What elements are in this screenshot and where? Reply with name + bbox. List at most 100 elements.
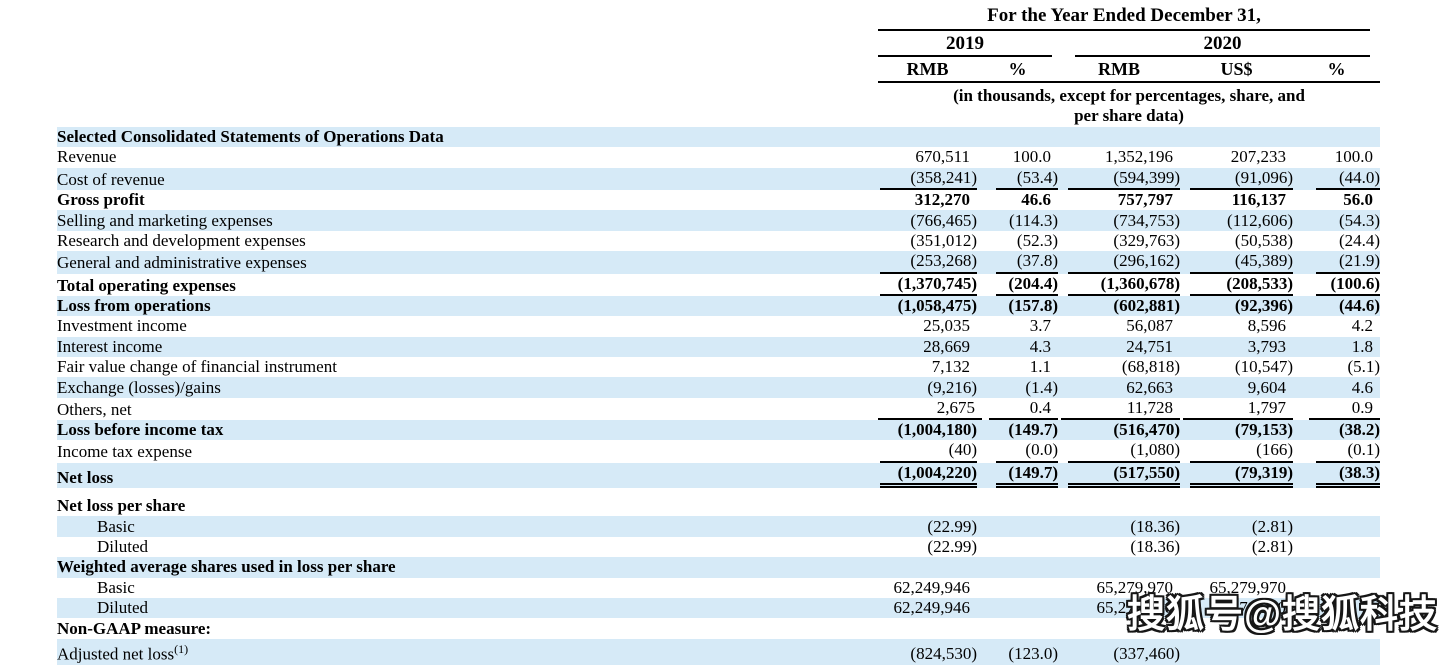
table-row: Basic 62,249,946 65,279,970 65,279,970 xyxy=(57,578,1380,598)
cell-value: 7,132 xyxy=(931,357,970,377)
cell-value: (112,606) xyxy=(1227,210,1293,230)
row-label: Income tax expense xyxy=(57,440,878,462)
cell-2020-rmb: (1,360,678) xyxy=(1058,274,1180,296)
cell-2020-usd: 1,797 xyxy=(1180,398,1293,421)
row-label: Net loss per share xyxy=(57,496,878,516)
cell-2019-rmb xyxy=(878,557,977,577)
cell-2019-pct xyxy=(977,496,1058,516)
cell-value: (40) xyxy=(880,440,977,463)
row-label-text: Research and development expenses xyxy=(57,230,306,250)
cell-2019-pct: 3.7 xyxy=(977,316,1058,336)
spacer-row xyxy=(57,488,1380,496)
cell-2020-pct: (38.3) xyxy=(1293,463,1381,489)
cell-value: (45,389) xyxy=(1190,251,1293,274)
row-label: Adjusted net loss(1) xyxy=(57,639,878,665)
cell-value: 4.2 xyxy=(1351,316,1374,336)
col-header-2020-usd: US$ xyxy=(1180,57,1293,83)
cell-value: (1.4) xyxy=(1025,377,1058,397)
col-header-2019-rmb: RMB xyxy=(878,57,977,83)
cell-2019-rmb: (22.99) xyxy=(878,537,977,557)
table-row: Research and development expenses (351,01… xyxy=(57,231,1380,251)
cell-value: 65,279,970 xyxy=(1096,598,1174,618)
row-label: Investment income xyxy=(57,316,878,336)
cell-value: (22.99) xyxy=(927,536,977,556)
cell-2020-usd xyxy=(1180,127,1293,147)
cell-2020-rmb: (1,080) xyxy=(1058,440,1180,463)
cell-2020-rmb: 757,797 xyxy=(1058,190,1180,210)
cell-value: (337,460) xyxy=(1113,644,1180,664)
cell-value: 1.8 xyxy=(1351,336,1374,356)
cell-value: (358,241) xyxy=(880,168,977,191)
row-label: Diluted xyxy=(57,537,878,557)
cell-value: (44.6) xyxy=(1338,295,1381,315)
cell-value: (92,396) xyxy=(1234,295,1293,315)
table-row: Adjusted net loss(1) (824,530) (123.0) (337… xyxy=(57,638,1381,665)
cell-2019-pct: (53.4) xyxy=(977,168,1058,191)
row-label: Selected Consolidated Statements of Oper… xyxy=(57,127,878,147)
col-header-2019-pct: % xyxy=(977,57,1058,83)
table-row: Basic (22.99) (18.36) (2.81) xyxy=(57,516,1381,537)
cell-2020-rmb: 56,087 xyxy=(1058,316,1180,336)
cell-2019-rmb: (22.99) xyxy=(878,516,977,536)
cell-2019-rmb: (1,370,745) xyxy=(878,274,977,296)
row-label-text: Selected Consolidated Statements of Oper… xyxy=(57,127,444,147)
table-row: Net loss per share xyxy=(57,496,1380,516)
cell-2019-rmb: 62,249,946 xyxy=(878,598,977,618)
cell-2020-pct: (100.6) xyxy=(1293,274,1381,296)
cell-2020-usd: (112,606) xyxy=(1180,210,1293,230)
cell-value: (1,004,220) xyxy=(880,463,977,489)
cell-value: 24,751 xyxy=(1126,336,1173,356)
cell-2019-pct xyxy=(977,516,1058,536)
table-row: Loss from operations (1,058,475) (157.8) (6… xyxy=(57,295,1381,317)
cell-value: (253,268) xyxy=(880,251,977,274)
table-row: Selected Consolidated Statements of Oper… xyxy=(57,127,1381,148)
cell-value: (22.99) xyxy=(927,516,977,536)
cell-2019-rmb: 670,511 xyxy=(878,147,977,167)
row-label: Loss before income tax xyxy=(57,420,878,440)
header-spacer xyxy=(57,57,878,82)
units-note-line1: (in thousands, except for percentages, s… xyxy=(953,86,1305,105)
cell-2020-pct xyxy=(1293,537,1380,557)
cell-2019-rmb: 25,035 xyxy=(878,316,977,336)
cell-2019-rmb xyxy=(878,496,977,516)
cell-value: 2,675 xyxy=(878,398,982,421)
cell-2020-pct: (24.4) xyxy=(1293,231,1380,251)
table-row: Revenue 670,511 100.0 1,352,196 207,233 100.0 xyxy=(57,147,1380,167)
row-label-text: Basic xyxy=(97,516,135,536)
row-label-text: General and administrative expenses xyxy=(57,253,307,273)
cell-value: 65,279,970 xyxy=(1209,598,1287,618)
year-2020-label: 2020 xyxy=(1075,31,1371,57)
cell-value: 670,511 xyxy=(915,147,970,167)
cell-value: 0.9 xyxy=(1309,398,1381,421)
cell-2019-rmb: (1,058,475) xyxy=(878,296,977,316)
cell-value: 46.6 xyxy=(1021,190,1051,210)
table-row: Cost of revenue (358,241) (53.4) (594,399) (… xyxy=(57,167,1381,191)
header-year-row: 2019 2020 xyxy=(57,31,1380,57)
cell-value: (149.7) xyxy=(1008,420,1058,440)
cell-2020-usd: (10,547) xyxy=(1180,357,1293,377)
cell-2020-usd: (166) xyxy=(1180,440,1293,463)
cell-value: 11,728 xyxy=(1061,398,1180,421)
cell-2020-usd: (2.81) xyxy=(1180,537,1293,557)
cell-2020-rmb: (516,470) xyxy=(1058,420,1180,440)
row-label: Diluted xyxy=(57,598,878,618)
cell-2020-rmb: (296,162) xyxy=(1058,251,1180,274)
cell-value: (10,547) xyxy=(1234,357,1293,377)
cell-2020-usd xyxy=(1180,639,1293,665)
cell-value: 4.3 xyxy=(1029,336,1051,356)
cell-value: (123.0) xyxy=(1008,644,1058,664)
cell-2020-usd: (208,533) xyxy=(1180,274,1293,296)
table-row: Fair value change of financial instrumen… xyxy=(57,357,1380,377)
table-header: For the Year Ended December 31, 2019 202… xyxy=(57,0,1381,127)
cell-2020-rmb xyxy=(1058,127,1180,147)
row-label-text: Diluted xyxy=(97,536,148,556)
cell-value: (5.1) xyxy=(1347,357,1381,377)
cell-2019-rmb: 62,249,946 xyxy=(878,578,977,598)
cell-2020-usd: 3,793 xyxy=(1180,337,1293,357)
cell-value: (734,753) xyxy=(1113,210,1180,230)
cell-value: (91,096) xyxy=(1190,168,1293,191)
row-label-text: Net loss xyxy=(57,467,114,487)
cell-2019-rmb: (1,004,220) xyxy=(878,463,977,489)
cell-value: 0.4 xyxy=(989,398,1058,421)
cell-2020-usd: 8,596 xyxy=(1180,316,1293,336)
